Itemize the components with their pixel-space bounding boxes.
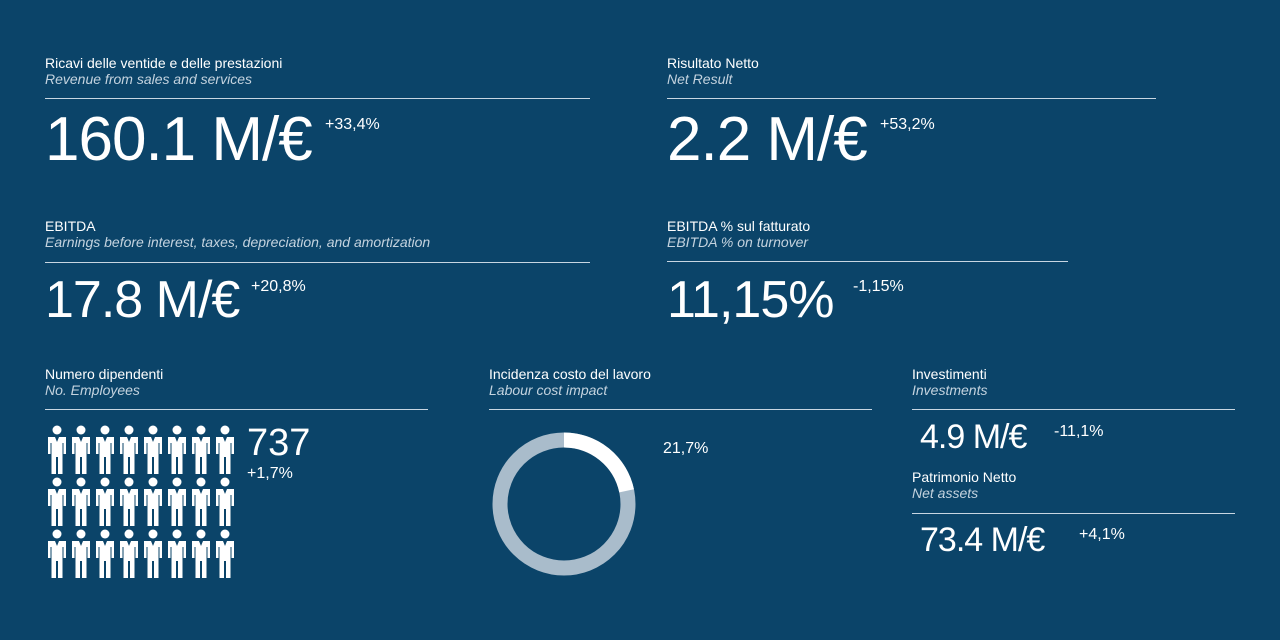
labour-cost-donut	[492, 432, 636, 576]
investments-card: Investimenti Investments	[912, 366, 987, 398]
ebitda-pct-card: EBITDA % sul fatturato EBITDA % on turno…	[667, 218, 810, 250]
investments-subtitle: Investments	[912, 382, 988, 398]
net-assets-subtitle: Net assets	[912, 485, 979, 501]
person-icon	[69, 529, 93, 579]
person-icon	[165, 477, 189, 527]
ebitda-pct-delta: -1,15%	[853, 278, 904, 295]
net-result-card: Risultato Netto Net Result	[667, 55, 759, 87]
labour-cost-card: Incidenza costo del lavoro Labour cost i…	[489, 366, 651, 398]
person-icon	[189, 477, 213, 527]
person-icon	[141, 529, 165, 579]
ebitda-title: EBITDA	[45, 218, 96, 234]
pictogram-row	[45, 529, 235, 581]
revenue-subtitle: Revenue from sales and services	[45, 71, 252, 87]
person-icon	[117, 477, 141, 527]
ebitda-card: EBITDA Earnings before interest, taxes, …	[45, 218, 430, 250]
person-icon	[117, 425, 141, 475]
net-assets-value: 73.4 M/€	[920, 521, 1045, 559]
labour-cost-percent: 21,7%	[663, 440, 709, 457]
employees-delta: +1,7%	[247, 465, 293, 482]
ebitda-pct-title: EBITDA % sul fatturato	[667, 218, 811, 234]
ebitda-value: 17.8 M/€	[45, 271, 240, 329]
person-icon	[45, 529, 69, 579]
employees-divider	[45, 409, 428, 410]
person-icon	[93, 529, 117, 579]
person-icon	[213, 529, 237, 579]
person-icon	[69, 477, 93, 527]
person-icon	[189, 425, 213, 475]
net-result-value: 2.2 M/€	[667, 105, 868, 174]
net-assets-card: Patrimonio Netto Net assets	[912, 469, 1016, 501]
labour-cost-divider	[489, 409, 872, 410]
ebitda-subtitle: Earnings before interest, taxes, depreci…	[45, 234, 431, 250]
net-result-delta: +53,2%	[880, 116, 935, 133]
ebitda-pct-value: 11,15%	[667, 271, 835, 329]
employees-subtitle: No. Employees	[45, 382, 140, 398]
revenue-value: 160.1 M/€	[45, 105, 313, 174]
net-result-title: Risultato Netto	[667, 55, 759, 71]
person-icon	[165, 529, 189, 579]
net-assets-divider	[912, 513, 1235, 514]
person-icon	[141, 477, 165, 527]
labour-cost-title: Incidenza costo del lavoro	[489, 366, 651, 382]
person-icon	[141, 425, 165, 475]
net-result-divider	[667, 98, 1156, 99]
person-icon	[45, 425, 69, 475]
person-icon	[45, 477, 69, 527]
revenue-delta: +33,4%	[325, 116, 380, 133]
person-icon	[117, 529, 141, 579]
employees-card: Numero dipendenti No. Employees	[45, 366, 163, 398]
revenue-title: Ricavi delle ventide e delle prestazioni	[45, 55, 283, 71]
investments-delta: -11,1%	[1054, 423, 1104, 440]
pictogram-row	[45, 477, 235, 529]
employees-value: 737	[247, 422, 311, 464]
net-result-subtitle: Net Result	[667, 71, 733, 87]
donut-fill-segment	[563, 432, 634, 493]
person-icon	[69, 425, 93, 475]
person-icon	[189, 529, 213, 579]
ebitda-pct-subtitle: EBITDA % on turnover	[667, 234, 809, 250]
revenue-divider	[45, 98, 590, 99]
employees-pictogram	[45, 425, 235, 581]
net-assets-title: Patrimonio Netto	[912, 469, 1017, 485]
person-icon	[213, 425, 237, 475]
employees-title: Numero dipendenti	[45, 366, 164, 382]
investments-title: Investimenti	[912, 366, 987, 382]
person-icon	[93, 425, 117, 475]
ebitda-delta: +20,8%	[251, 278, 306, 295]
pictogram-row	[45, 425, 235, 477]
net-assets-delta: +4,1%	[1079, 526, 1125, 543]
investments-value: 4.9 M/€	[920, 418, 1027, 456]
person-icon	[93, 477, 117, 527]
ebitda-pct-divider	[667, 261, 1068, 262]
investments-divider	[912, 409, 1235, 410]
labour-cost-subtitle: Labour cost impact	[489, 382, 608, 398]
person-icon	[165, 425, 189, 475]
person-icon	[213, 477, 237, 527]
ebitda-divider	[45, 262, 590, 263]
revenue-card: Ricavi delle ventide e delle prestazioni…	[45, 55, 282, 87]
